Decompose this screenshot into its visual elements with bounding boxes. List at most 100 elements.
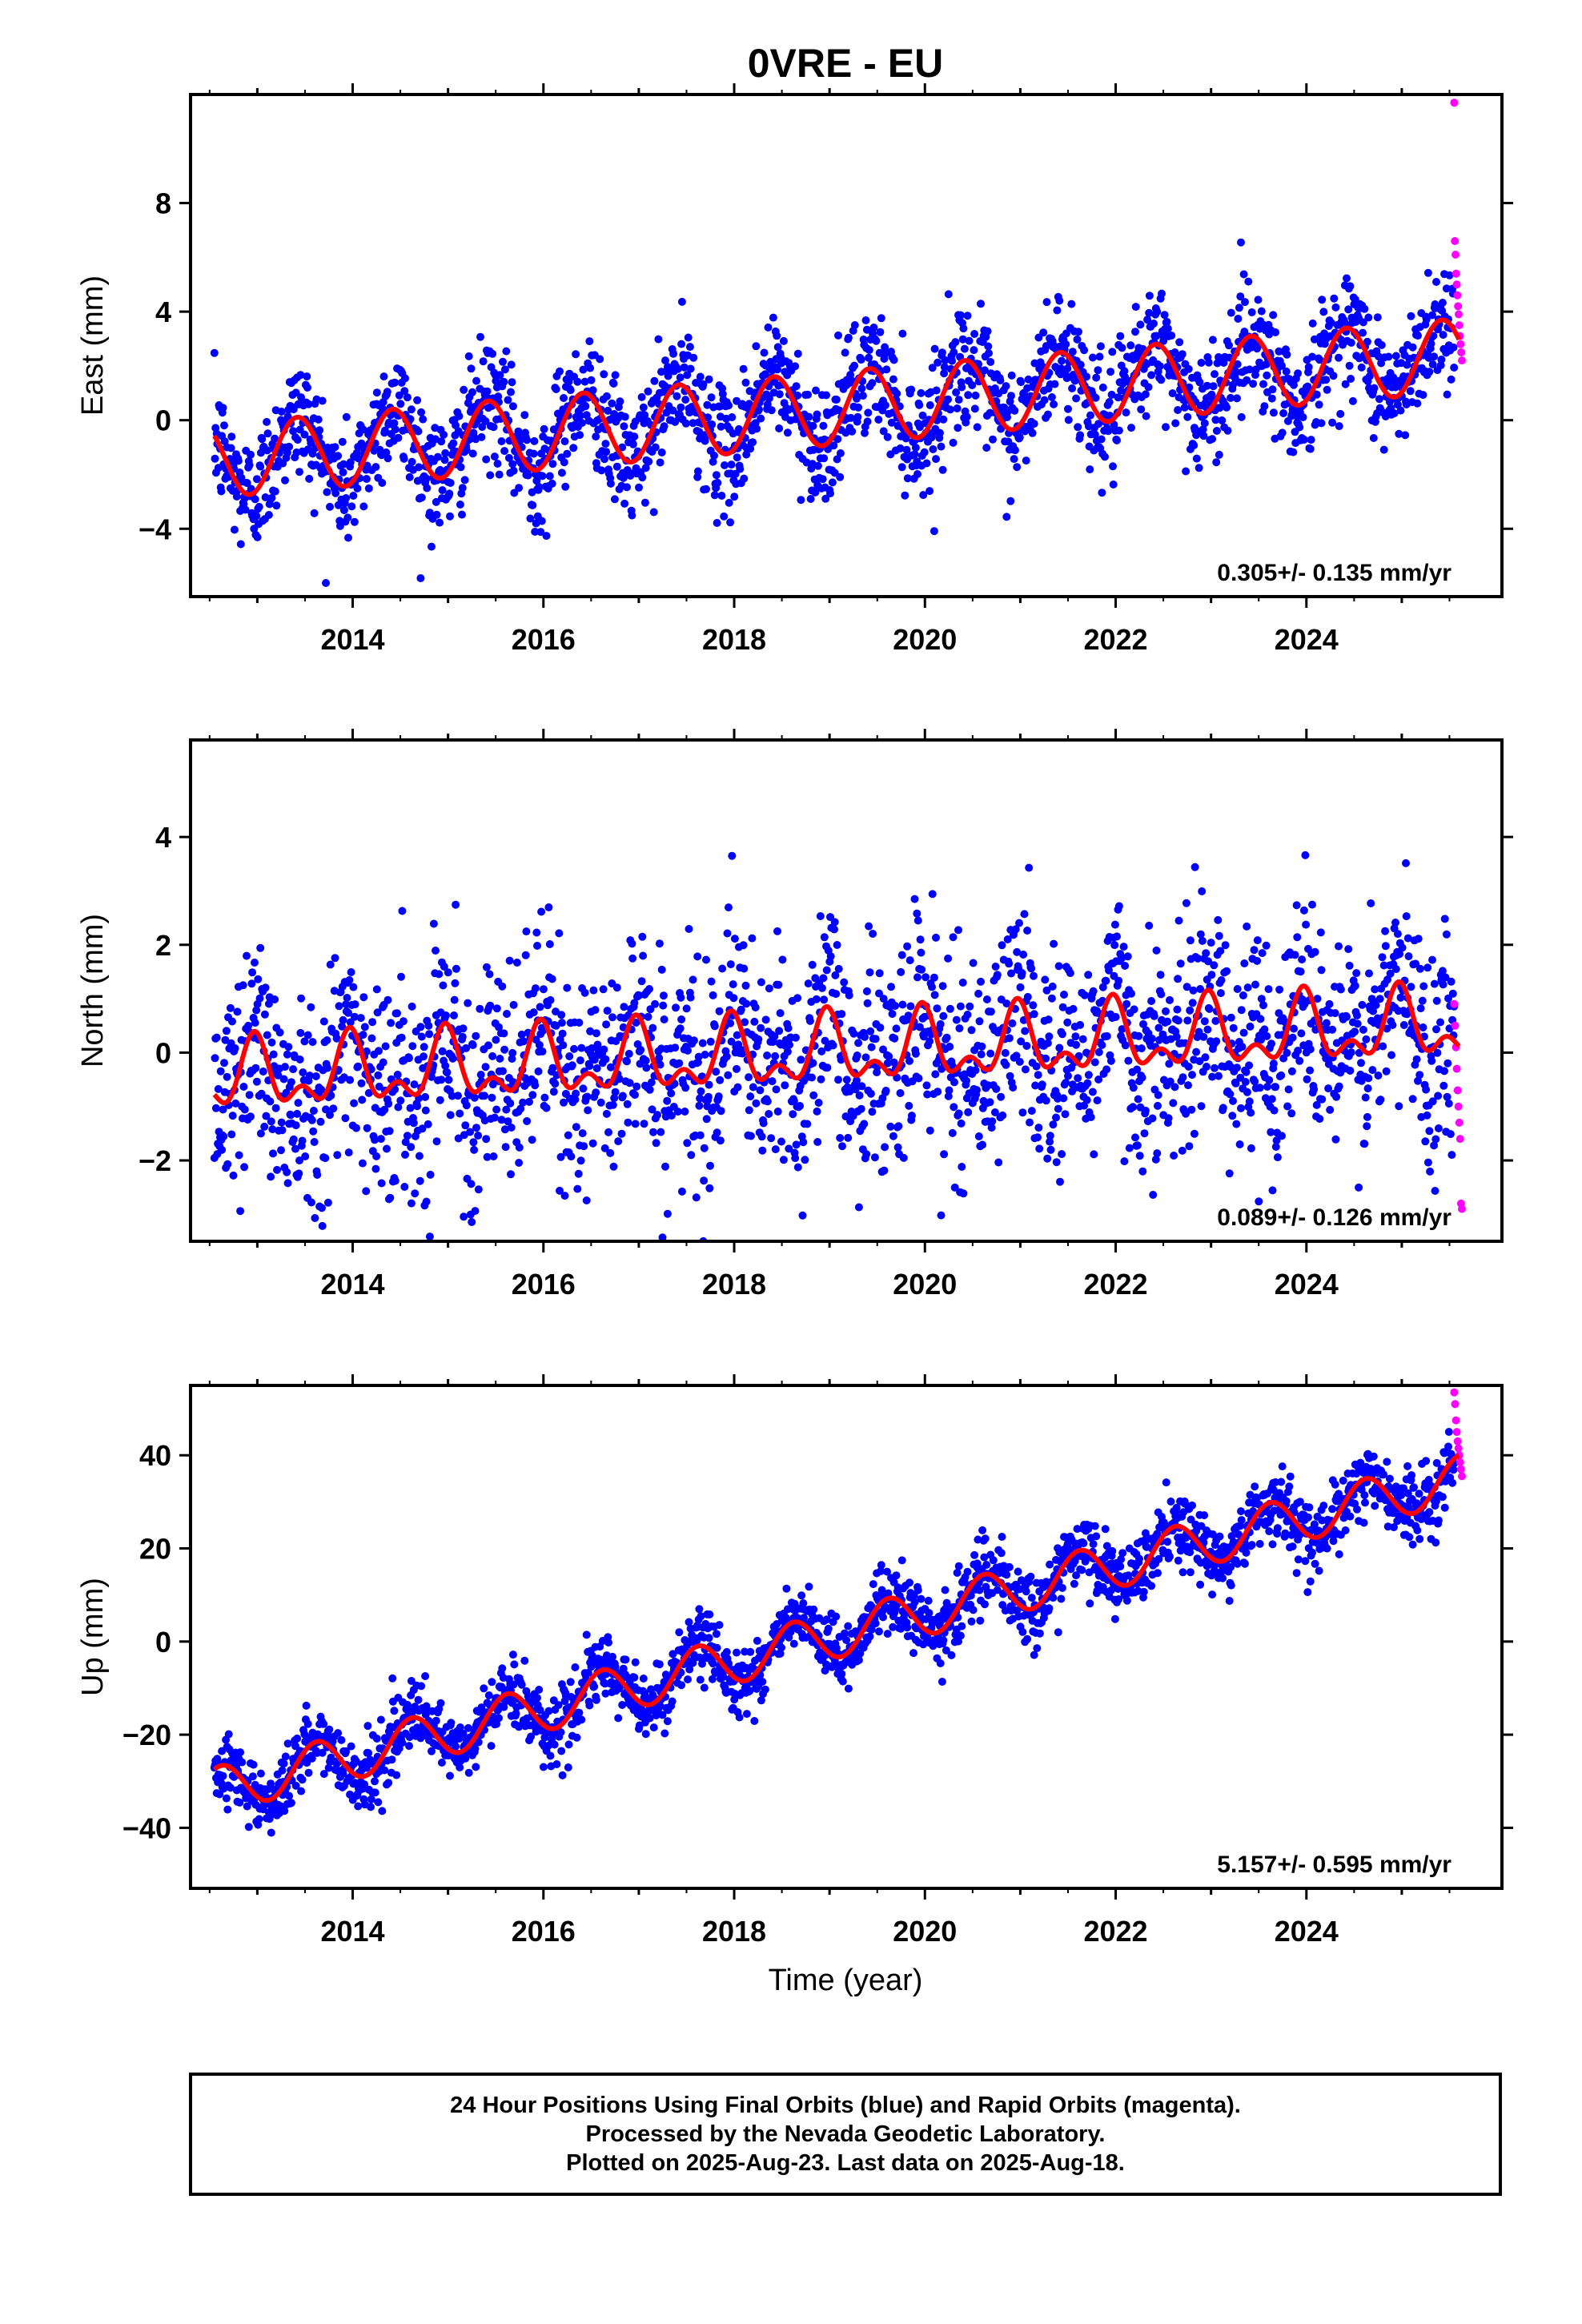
- data-point: [1054, 1094, 1062, 1103]
- data-point: [1192, 1047, 1201, 1056]
- data-point: [227, 444, 235, 452]
- data-point: [1265, 1076, 1274, 1084]
- data-point: [946, 1043, 954, 1051]
- data-point: [317, 1085, 326, 1094]
- data-point: [1145, 292, 1154, 300]
- data-point: [1247, 1108, 1255, 1117]
- data-point: [773, 343, 782, 352]
- data-point: [977, 977, 985, 986]
- data-point: [904, 1011, 913, 1020]
- data-point: [1171, 419, 1180, 428]
- data-point: [1175, 338, 1184, 347]
- data-point: [436, 1699, 445, 1707]
- data-point: [913, 973, 921, 982]
- data-point: [910, 450, 919, 459]
- data-point: [649, 1128, 657, 1136]
- data-point: [767, 1134, 776, 1143]
- data-point: [1035, 1144, 1044, 1153]
- data-point: [1363, 1084, 1372, 1093]
- data-point: [249, 1760, 258, 1769]
- data-point: [1174, 975, 1182, 983]
- data-point: [481, 1063, 490, 1072]
- data-point: [1419, 982, 1428, 991]
- data-point: [460, 385, 468, 394]
- data-point: [296, 371, 305, 380]
- data-point: [219, 404, 227, 412]
- data-point: [1322, 376, 1331, 384]
- data-point: [1229, 380, 1237, 389]
- data-point: [709, 991, 717, 999]
- data-point: [1002, 382, 1010, 391]
- data-point: [1439, 980, 1447, 989]
- data-point: [248, 968, 257, 977]
- data-point: [707, 977, 716, 986]
- data-point: [1017, 1037, 1026, 1046]
- data-point: [1412, 1055, 1421, 1063]
- data-point: [1120, 1157, 1129, 1166]
- data-point: [704, 413, 713, 422]
- data-point: [1408, 1095, 1417, 1104]
- data-point: [305, 474, 314, 483]
- data-point: [1442, 284, 1451, 293]
- data-point: [1326, 1105, 1335, 1114]
- data-point: [1012, 1051, 1021, 1060]
- data-point: [375, 1047, 383, 1055]
- data-point: [1154, 1023, 1163, 1032]
- data-point: [623, 1057, 631, 1066]
- data-point: [295, 1055, 304, 1063]
- data-point: [651, 999, 660, 1008]
- data-point: [371, 1777, 379, 1786]
- data-point: [476, 1004, 484, 1013]
- data-point: [696, 372, 705, 381]
- data-point: [492, 1035, 500, 1044]
- data-point: [733, 453, 741, 462]
- data-point: [293, 1734, 302, 1743]
- data-point: [701, 1051, 709, 1059]
- data-point: [324, 1763, 333, 1772]
- data-point: [267, 1779, 275, 1788]
- data-point: [1013, 463, 1022, 472]
- data-point: [612, 462, 621, 471]
- data-point: [578, 419, 586, 428]
- data-point: [1310, 1085, 1319, 1094]
- data-point: [940, 363, 949, 372]
- data-point: [1288, 1033, 1297, 1042]
- data-point: [1228, 1112, 1237, 1120]
- data-point: [676, 373, 685, 382]
- data-point: [1245, 1061, 1254, 1070]
- data-point: [1208, 1072, 1217, 1081]
- data-point: [1042, 1096, 1050, 1105]
- data-point: [942, 1033, 951, 1042]
- data-point: [533, 942, 541, 950]
- data-point: [1303, 1075, 1311, 1084]
- data-point: [1135, 1152, 1144, 1160]
- data-point: [307, 1003, 315, 1011]
- data-point: [1178, 1146, 1186, 1155]
- data-point: [1229, 1023, 1238, 1032]
- data-point: [1284, 1085, 1293, 1094]
- data-point: [1139, 1019, 1147, 1028]
- data-point: [741, 1018, 749, 1027]
- data-point: [1240, 328, 1249, 336]
- data-point: [1246, 1022, 1255, 1031]
- data-point: [519, 1037, 528, 1046]
- data-point: [923, 1090, 932, 1099]
- data-point: [1002, 1060, 1010, 1069]
- data-point: [499, 1067, 507, 1076]
- data-point: [1027, 1107, 1036, 1116]
- data-point: [1091, 393, 1100, 402]
- data-point: [510, 489, 519, 497]
- data-point: [362, 475, 371, 483]
- data-point: [1211, 1016, 1220, 1025]
- data-point: [874, 416, 883, 424]
- data-point: [501, 1143, 510, 1152]
- data-point: [663, 1209, 672, 1218]
- data-point: [893, 1143, 902, 1152]
- data-point: [540, 424, 548, 433]
- data-point: [219, 1132, 228, 1140]
- data-point: [268, 1125, 277, 1134]
- data-point: [1195, 1027, 1203, 1036]
- data-point: [1360, 304, 1369, 313]
- data-point: [953, 404, 962, 412]
